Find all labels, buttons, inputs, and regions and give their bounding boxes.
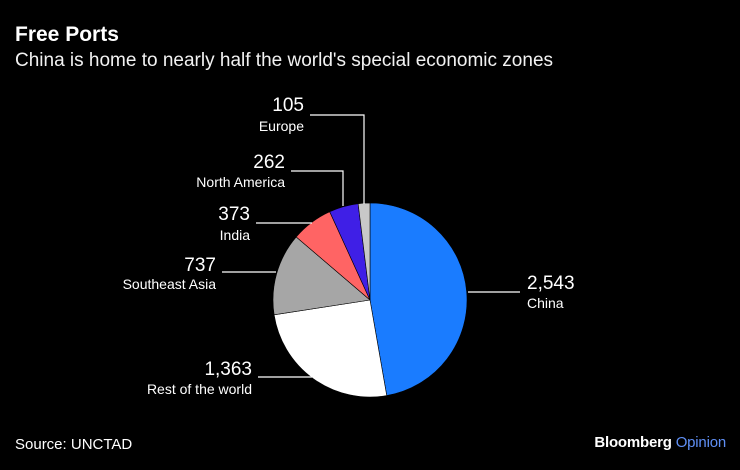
category-label-india: India [220,227,251,243]
brand-suffix: Opinion [675,434,727,451]
slice-china [369,202,468,396]
brand-name: Bloomberg [594,434,672,451]
value-label-china: 2,543 [527,273,575,294]
category-label-china: China [527,295,564,311]
value-label-europe: 105 [272,95,304,116]
leader-line-europe [310,114,365,204]
category-label-europe: Europe [259,118,304,134]
value-label-southeast-asia: 737 [184,255,216,276]
value-label-rest-of-the-world: 1,363 [204,359,252,380]
slice-southeast-asia [272,236,371,316]
slice-rest-of-the-world [273,299,388,398]
leader-lines [222,114,520,378]
category-label-north-america: North America [196,174,285,190]
brand-logo: Bloomberg Opinion [594,434,726,452]
value-label-north-america: 262 [253,152,285,173]
leader-line-north-america [291,170,344,206]
category-label-rest-of-the-world: Rest of the world [147,381,252,397]
chart-title: Free Ports [15,23,119,46]
value-label-india: 373 [218,204,250,225]
category-label-southeast-asia: Southeast Asia [123,276,217,292]
pie-slices [272,202,468,398]
chart-subtitle: China is home to nearly half the world's… [15,50,554,71]
source-note: Source: UNCTAD [15,436,133,453]
